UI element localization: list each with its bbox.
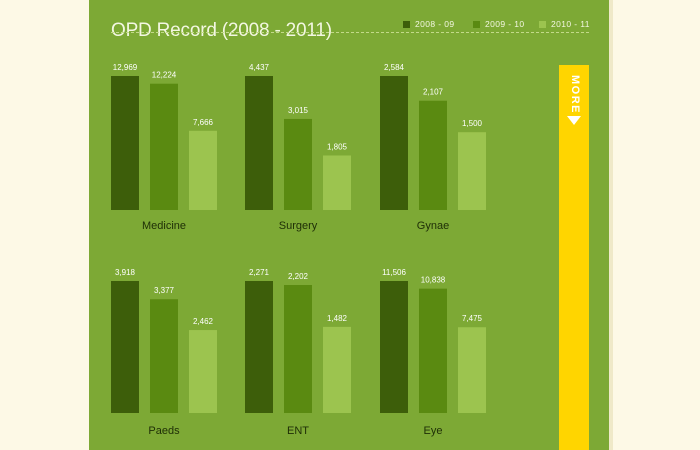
bar-gynae-2009-10 xyxy=(419,100,447,210)
category-label-ent: ENT xyxy=(287,425,309,437)
value-label-medicine-2009-10: 12,224 xyxy=(152,71,177,80)
legend-label-2008-09: 2008 - 09 xyxy=(415,19,455,29)
bar-ent-2009-10 xyxy=(284,285,312,413)
value-label-paeds-2009-10: 3,377 xyxy=(154,286,175,295)
legend-label-2010-11: 2010 - 11 xyxy=(551,19,590,29)
category-label-gynae: Gynae xyxy=(417,220,449,232)
bar-gynae-2010-11 xyxy=(458,132,486,210)
value-label-gynae-2010-11: 1,500 xyxy=(462,119,483,128)
legend-swatch-2008-09 xyxy=(403,21,410,28)
legend: 2008 - 09 2009 - 10 2010 - 11 xyxy=(403,18,593,32)
bar-ent-2010-11 xyxy=(323,326,351,413)
bar-eye-2009-10 xyxy=(419,288,447,413)
bar-paeds-2009-10 xyxy=(150,299,178,413)
value-label-paeds-2008-09: 3,918 xyxy=(115,268,136,277)
value-label-gynae-2009-10: 2,107 xyxy=(423,88,444,97)
category-label-eye: Eye xyxy=(424,425,443,437)
category-label-paeds: Paeds xyxy=(148,425,180,437)
bar-gynae-2008-09 xyxy=(380,76,408,210)
value-label-ent-2008-09: 2,271 xyxy=(249,268,270,277)
category-label-medicine: Medicine xyxy=(142,220,186,232)
panel-edge xyxy=(609,0,613,450)
chart-paeds: 3,918 3,377 2,462 Paeds xyxy=(111,268,217,437)
chart-surgery: 4,437 3,015 1,805 Surgery xyxy=(245,63,351,232)
value-label-surgery-2008-09: 4,437 xyxy=(249,63,270,72)
more-button[interactable]: MORE xyxy=(559,65,589,450)
value-label-medicine-2008-09: 12,969 xyxy=(113,63,138,72)
legend-swatch-2010-11 xyxy=(539,21,546,28)
bar-medicine-2009-10 xyxy=(150,83,178,210)
bar-medicine-2010-11 xyxy=(189,130,217,210)
value-label-medicine-2010-11: 7,666 xyxy=(193,118,214,127)
value-label-ent-2009-10: 2,202 xyxy=(288,272,309,281)
legend-label-2009-10: 2009 - 10 xyxy=(485,19,525,29)
page-title: OPD Record (2008 - 2011) xyxy=(111,19,332,41)
down-triangle-icon xyxy=(567,116,581,125)
bar-paeds-2008-09 xyxy=(111,281,139,413)
bar-surgery-2010-11 xyxy=(323,155,351,210)
value-label-eye-2009-10: 10,838 xyxy=(421,276,446,285)
bar-medicine-2008-09 xyxy=(111,76,139,210)
bar-eye-2008-09 xyxy=(380,281,408,413)
value-label-eye-2010-11: 7,475 xyxy=(462,314,483,323)
more-label: MORE xyxy=(569,75,581,114)
value-label-paeds-2010-11: 2,462 xyxy=(193,317,214,326)
value-label-eye-2008-09: 11,506 xyxy=(382,268,406,277)
chart-medicine: 12,969 12,224 7,666 Medicine xyxy=(111,63,217,232)
bar-eye-2010-11 xyxy=(458,327,486,413)
value-label-surgery-2010-11: 1,805 xyxy=(327,142,348,151)
bar-ent-2008-09 xyxy=(245,281,273,413)
chart-eye: 11,506 10,838 7,475 Eye xyxy=(380,268,486,437)
bar-surgery-2009-10 xyxy=(284,118,312,210)
bar-surgery-2008-09 xyxy=(245,76,273,210)
value-label-ent-2010-11: 1,482 xyxy=(327,314,348,323)
value-label-gynae-2008-09: 2,584 xyxy=(384,63,405,72)
category-label-surgery: Surgery xyxy=(279,220,318,232)
title-divider xyxy=(111,32,589,33)
bar-paeds-2010-11 xyxy=(189,330,217,413)
legend-swatch-2009-10 xyxy=(473,21,480,28)
value-label-surgery-2009-10: 3,015 xyxy=(288,106,309,115)
chart-ent: 2,271 2,202 1,482 ENT xyxy=(245,268,351,437)
chart-gynae: 2,584 2,107 1,500 Gynae xyxy=(380,63,486,232)
